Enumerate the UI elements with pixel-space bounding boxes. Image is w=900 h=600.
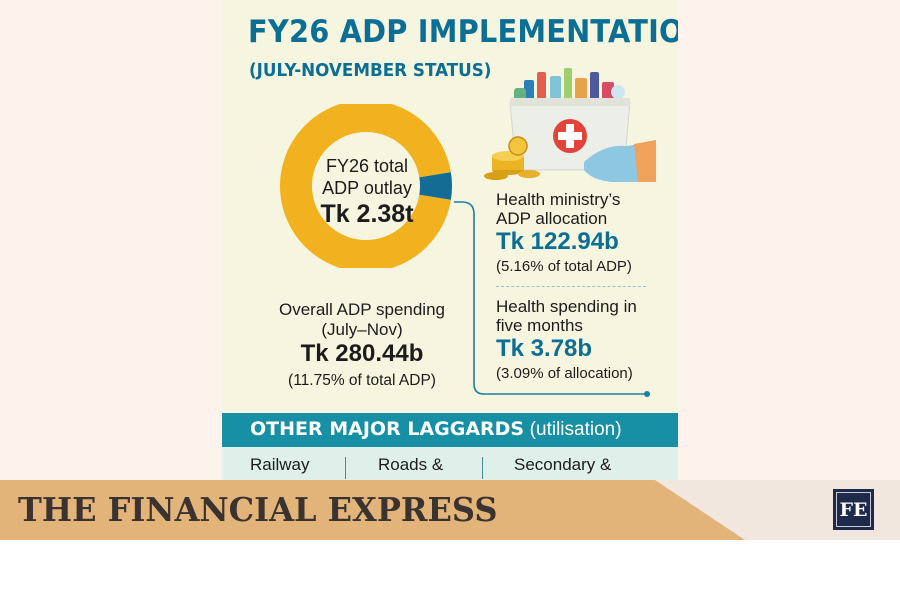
medicine-bag-icon [484, 68, 656, 182]
banner-gold-stripe [0, 480, 745, 540]
connector-line [454, 201, 650, 397]
infographic-title: FY26 ADP IMPLEMENTATION [248, 14, 678, 50]
donut-center-label-line-2: ADP outlay [322, 178, 412, 198]
laggards-title-main: OTHER MAJOR LAGGARDS [250, 418, 525, 440]
donut-center-label-line-1: FY26 total [325, 156, 409, 176]
section-divider [496, 286, 646, 287]
health-allocation-note: (5.16% of total ADP) [496, 258, 632, 275]
laggards-header-bar: OTHER MAJOR LAGGARDS (utilisation) [222, 413, 678, 447]
health-spending-note: (3.09% of allocation) [496, 365, 633, 382]
donut-chart [280, 104, 452, 268]
laggard-item-railway: Railway [250, 455, 310, 474]
publisher-banner: THE FINANCIAL EXPRESS FE [0, 480, 900, 540]
health-allocation-label-line-2: ADP allocation [496, 209, 608, 228]
publisher-name: THE FINANCIAL EXPRESS [18, 490, 498, 529]
health-allocation-label-line-1: Health ministry’s [496, 190, 621, 209]
overall-spending-note: (11.75% of total ADP) [288, 372, 436, 389]
overall-spending-label: Overall ADP spending (July–Nov) [252, 300, 472, 340]
laggards-row: Railway Roads & Secondary & [222, 447, 678, 480]
laggards-title-suffix: (utilisation) [529, 419, 622, 440]
laggard-item-secondary: Secondary & [514, 455, 612, 474]
gloved-hand-icon [584, 140, 656, 182]
health-spending-label-line-2: five months [496, 316, 583, 335]
publisher-logo-text: FE [836, 492, 871, 527]
infographic-subtitle: (JULY-NOVEMBER STATUS) [249, 60, 492, 81]
donut-center-value: Tk 2.38t [320, 200, 414, 228]
publisher-logo: FE [833, 489, 874, 530]
overall-spending-label-line-2: (July–Nov) [321, 320, 403, 339]
laggard-separator [345, 457, 346, 479]
laggard-item-roads: Roads & [378, 455, 444, 474]
health-spending-value: Tk 3.78b [496, 335, 593, 362]
overall-spending-label-line-1: Overall ADP spending [278, 300, 445, 319]
donut-slice-rest [280, 104, 451, 268]
coin-stack-icon [484, 136, 540, 180]
overall-spending-value: Tk 280.44b [300, 340, 424, 367]
laggard-separator [482, 457, 483, 479]
health-allocation-value: Tk 122.94b [496, 228, 619, 255]
infographic-card: FY26 ADP IMPLEMENTATION (JULY-NOVEMBER S… [222, 0, 678, 480]
medical-cross-icon [553, 119, 587, 153]
health-spending-label-line-1: Health spending in [496, 297, 637, 316]
donut-slice-health [419, 172, 452, 200]
laggards-title: OTHER MAJOR LAGGARDS (utilisation) [250, 418, 622, 441]
